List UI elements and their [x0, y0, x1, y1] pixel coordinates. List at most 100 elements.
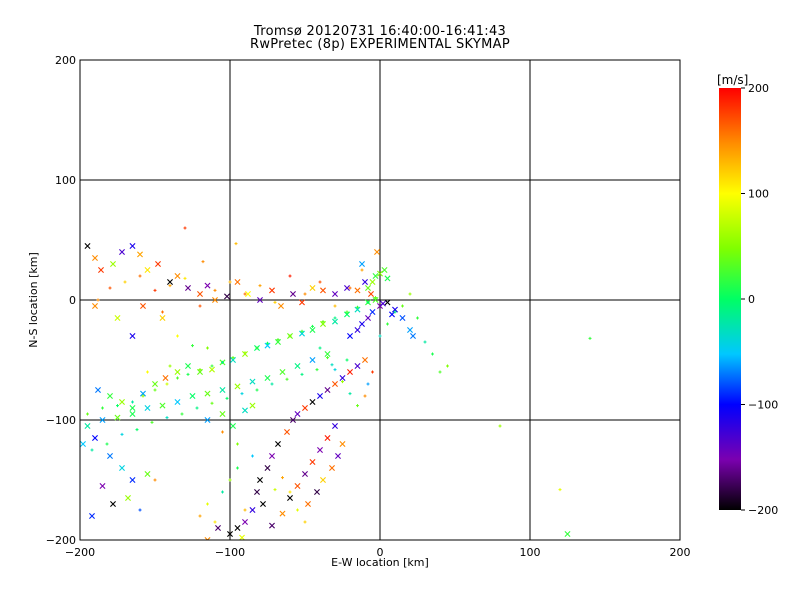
data-point-x — [279, 369, 286, 375]
data-point-x — [219, 411, 226, 417]
data-point-x — [269, 522, 275, 529]
data-point-x — [365, 315, 371, 321]
data-point-x — [114, 315, 121, 321]
colorbar-tick-label: 0 — [748, 293, 755, 306]
data-point-plus — [558, 488, 562, 492]
data-point-x — [185, 285, 191, 291]
data-points — [80, 226, 592, 540]
data-point-x — [99, 417, 106, 423]
data-point-x — [309, 459, 316, 465]
data-point-x — [564, 531, 571, 537]
data-point-x — [384, 299, 391, 306]
data-point-plus — [153, 478, 157, 482]
data-point-x — [264, 465, 271, 471]
data-point-plus — [86, 412, 89, 416]
data-point-x — [144, 267, 151, 273]
data-point-plus — [251, 454, 254, 458]
data-point-x — [362, 279, 368, 285]
data-point-x — [234, 525, 241, 531]
data-point-x — [137, 251, 143, 258]
data-point-plus — [321, 320, 325, 324]
grid-lines — [79, 59, 681, 541]
data-point-x — [410, 333, 416, 339]
data-point-plus — [153, 388, 157, 392]
data-point-x — [324, 351, 331, 357]
data-point-x — [219, 387, 226, 393]
data-point-x — [335, 453, 341, 459]
data-point-plus — [213, 520, 217, 524]
data-point-x — [339, 441, 346, 447]
data-point-x — [257, 297, 263, 303]
data-point-x — [384, 275, 391, 282]
data-point-plus — [371, 370, 374, 374]
data-point-x — [80, 441, 86, 447]
data-point-x — [399, 315, 406, 321]
data-point-x — [305, 501, 311, 507]
data-point-plus — [431, 352, 434, 356]
data-point-plus — [276, 338, 280, 342]
data-point-x — [189, 393, 196, 399]
data-point-plus — [315, 368, 319, 372]
data-point-plus — [116, 404, 119, 408]
data-point-x — [284, 429, 290, 435]
data-point-plus — [423, 340, 427, 344]
data-point-plus — [345, 358, 349, 362]
data-point-x — [234, 279, 241, 285]
data-point-x — [212, 297, 218, 303]
data-point-x — [320, 287, 326, 294]
colorbar — [719, 88, 741, 510]
data-point-plus — [318, 280, 322, 284]
data-point-plus — [303, 520, 307, 524]
data-point-x — [372, 273, 379, 279]
data-point-plus — [363, 394, 367, 398]
data-point-plus — [225, 396, 229, 400]
data-point-x — [107, 393, 113, 399]
data-point-x — [230, 357, 236, 363]
data-point-x — [159, 402, 166, 409]
data-point-plus — [588, 336, 592, 340]
data-point-x — [287, 495, 293, 501]
data-point-x — [374, 249, 380, 255]
data-point-x — [407, 327, 413, 333]
data-point-plus — [198, 368, 202, 372]
data-point-plus — [243, 508, 247, 512]
data-point-x — [294, 411, 301, 417]
data-point-plus — [161, 310, 164, 314]
data-point-x — [314, 489, 320, 495]
data-point-x — [381, 267, 388, 273]
data-point-plus — [386, 322, 389, 326]
data-point-plus — [206, 346, 209, 350]
data-point-x — [332, 291, 338, 297]
chart-subtitle: RwPretec (8p) EXPERIMENTAL SKYMAP — [249, 37, 510, 52]
data-point-x — [294, 363, 301, 369]
data-point-x — [389, 311, 395, 318]
data-point-plus — [360, 268, 364, 272]
data-point-plus — [333, 316, 337, 320]
data-point-x — [119, 249, 125, 255]
data-point-x — [174, 369, 181, 375]
data-point-x — [380, 300, 386, 307]
data-point-plus — [210, 401, 214, 405]
data-point-plus — [183, 226, 187, 230]
data-point-plus — [146, 370, 149, 374]
data-point-plus — [96, 298, 100, 302]
data-point-plus — [311, 324, 314, 328]
x-axis-label: E-W location [km] — [331, 556, 429, 569]
data-point-x — [354, 306, 361, 313]
data-point-x — [204, 390, 211, 397]
axis-ticks: −200 −100 0 100 200 −200 −100 0 100 200 — [46, 54, 691, 559]
data-point-x — [362, 357, 368, 363]
data-point-plus — [165, 416, 169, 420]
data-point-plus — [356, 404, 359, 408]
data-point-x — [365, 285, 371, 291]
data-point-x — [242, 407, 248, 414]
data-point-x — [299, 299, 305, 306]
data-point-x — [230, 423, 236, 429]
data-point-x — [245, 291, 251, 297]
data-point-x — [309, 327, 316, 333]
data-point-x — [392, 306, 398, 313]
data-point-plus — [288, 490, 292, 494]
data-point-x — [84, 423, 91, 429]
data-point-x — [309, 285, 316, 291]
